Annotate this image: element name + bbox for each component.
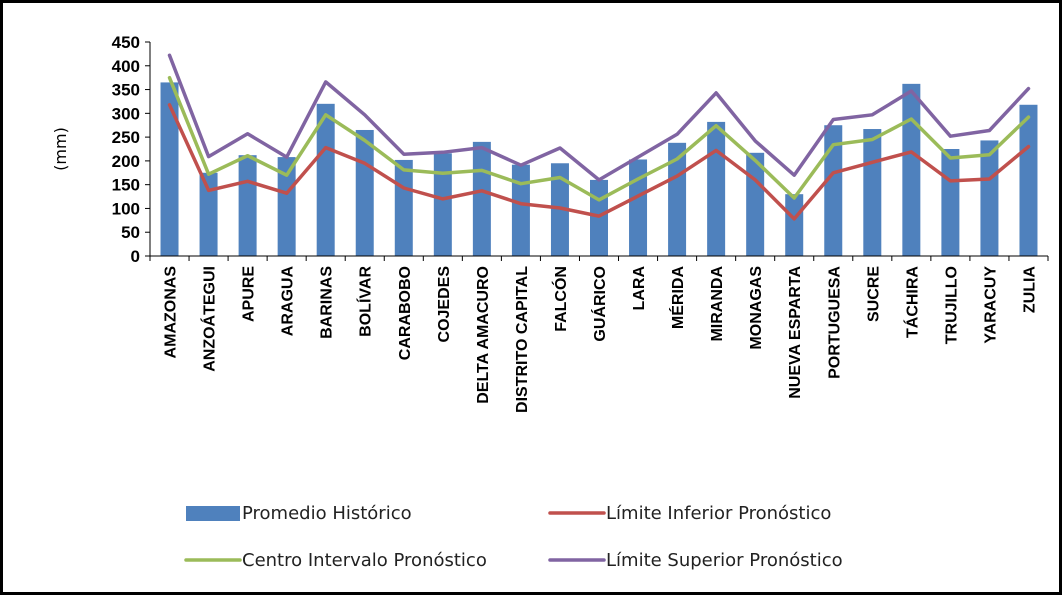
legend-label: Límite Inferior Pronóstico [606, 503, 831, 524]
x-category-label: ZULIA [1021, 266, 1038, 314]
x-category-label: PORTUGUESA [826, 266, 843, 379]
bar [199, 172, 218, 256]
x-category-label: DISTRITO CAPITAL [514, 266, 531, 413]
y-tick-label: 450 [112, 33, 140, 52]
y-tick-label: 50 [121, 223, 140, 242]
legend-label: Promedio Histórico [242, 503, 412, 524]
x-category-label: TÁCHIRA [902, 266, 921, 338]
bar [863, 129, 882, 256]
y-tick-label: 350 [112, 81, 140, 100]
x-category-label: BARINAS [319, 266, 336, 339]
x-category-label: ANZOÁTEGUI [200, 266, 219, 372]
legend-label: Límite Superior Pronóstico [606, 550, 843, 571]
bar [1019, 104, 1038, 256]
bar [355, 129, 374, 256]
bar [785, 194, 804, 256]
bar [160, 82, 179, 256]
legend-swatch [186, 506, 240, 521]
x-category-label: MÉRIDA [668, 266, 687, 330]
bar [629, 159, 648, 256]
y-tick-label: 100 [112, 199, 140, 218]
x-category-label: DELTA AMACURO [475, 266, 492, 404]
y-tick-label: 400 [112, 57, 140, 76]
y-tick-label: 250 [112, 128, 140, 147]
series-line [167, 53, 1031, 182]
x-category-label: LARA [631, 266, 648, 311]
x-category-label: YARACUY [982, 266, 999, 344]
bar [980, 140, 999, 256]
x-category-label: COJEDES [436, 266, 453, 343]
series-line [167, 103, 1031, 221]
y-tick-label: 200 [112, 152, 140, 171]
x-category-label: ARAGUA [280, 266, 297, 337]
x-category-label: FALCÓN [551, 266, 570, 332]
bar [590, 179, 608, 256]
bar [472, 141, 491, 256]
y-axis-label: (mm) [51, 127, 70, 171]
bar [394, 159, 413, 256]
x-category-label: CARABOBO [397, 266, 414, 360]
x-category-label: TRUJILLO [943, 266, 960, 344]
legend-label: Centro Intervalo Pronóstico [242, 550, 487, 571]
bar [824, 125, 843, 256]
y-tick-label: 300 [112, 104, 140, 123]
x-category-label: SUCRE [865, 266, 882, 322]
bar [707, 121, 726, 256]
x-category-label: APURE [241, 266, 258, 322]
bar [277, 157, 296, 256]
bar [902, 83, 921, 256]
x-category-label: AMAZONAS [163, 266, 180, 359]
x-category-label: MIRANDA [709, 266, 726, 342]
y-tick-label: 150 [112, 176, 140, 195]
bar [238, 155, 257, 256]
bar [511, 164, 530, 256]
x-category-label: GUÁRICO [590, 266, 609, 342]
bar [941, 149, 960, 256]
series-line [167, 75, 1031, 202]
x-category-label: NUEVA ESPARTA [787, 266, 804, 399]
bar [316, 103, 335, 256]
x-category-label: BOLÍVAR [356, 266, 375, 337]
bar [433, 153, 452, 256]
y-tick-label: 0 [131, 247, 140, 266]
x-category-label: MONAGAS [748, 266, 765, 350]
